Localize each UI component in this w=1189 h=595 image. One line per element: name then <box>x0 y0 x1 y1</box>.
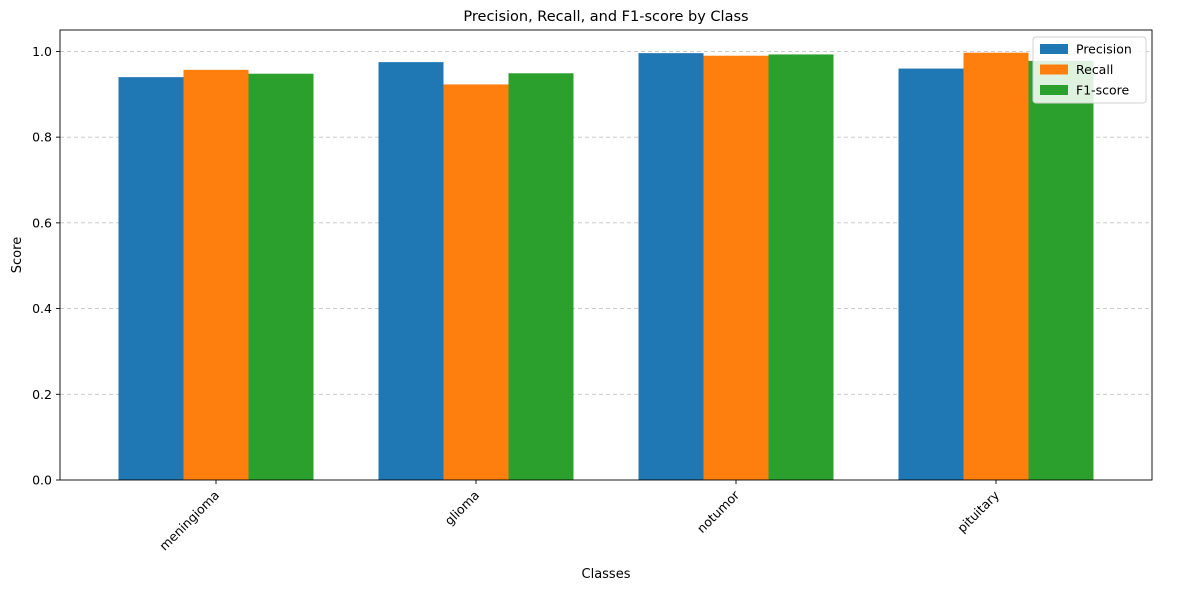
bar-recall-glioma <box>443 84 509 480</box>
legend-swatch <box>1040 85 1068 95</box>
bar-f1-score-notumor <box>768 54 834 481</box>
x-axis-label: Classes <box>582 567 631 582</box>
bar-f1-score-glioma <box>508 73 574 481</box>
bar-f1-score-meningioma <box>248 73 314 480</box>
legend-swatch <box>1040 44 1068 54</box>
chart-title: Precision, Recall, and F1-score by Class <box>463 9 748 25</box>
y-tick-label: 0.8 <box>32 130 52 145</box>
bar-recall-pituitary <box>963 52 1029 480</box>
bar-precision-notumor <box>638 53 704 481</box>
y-tick-label: 0.4 <box>32 301 52 316</box>
y-axis-label: Score <box>10 237 25 273</box>
x-tick-label: glioma <box>442 488 483 529</box>
bar-precision-meningioma <box>118 77 184 481</box>
x-tick-label: notumor <box>694 487 743 536</box>
x-tick-label: pituitary <box>954 487 1002 535</box>
x-tick-label: meningioma <box>156 488 222 554</box>
bar-precision-glioma <box>378 62 444 481</box>
bar-f1-score-pituitary <box>1028 60 1094 480</box>
y-tick-label: 1.0 <box>32 44 52 59</box>
y-tick-label: 0.2 <box>32 387 52 402</box>
legend-swatch <box>1040 64 1068 75</box>
legend-label: Recall <box>1076 62 1113 77</box>
legend-label: F1-score <box>1076 83 1130 98</box>
y-tick-label: 0.0 <box>32 473 52 488</box>
axes <box>59 29 1153 481</box>
legend: Precision Recall F1-score <box>1032 36 1147 104</box>
y-tick-label: 0.6 <box>32 215 52 230</box>
bar-precision-pituitary <box>898 68 964 481</box>
bar-recall-notumor <box>703 55 769 480</box>
bars <box>118 52 1094 481</box>
plot-frame <box>59 29 1153 481</box>
legend-label: Precision <box>1076 42 1132 57</box>
bar-recall-meningioma <box>183 69 249 480</box>
